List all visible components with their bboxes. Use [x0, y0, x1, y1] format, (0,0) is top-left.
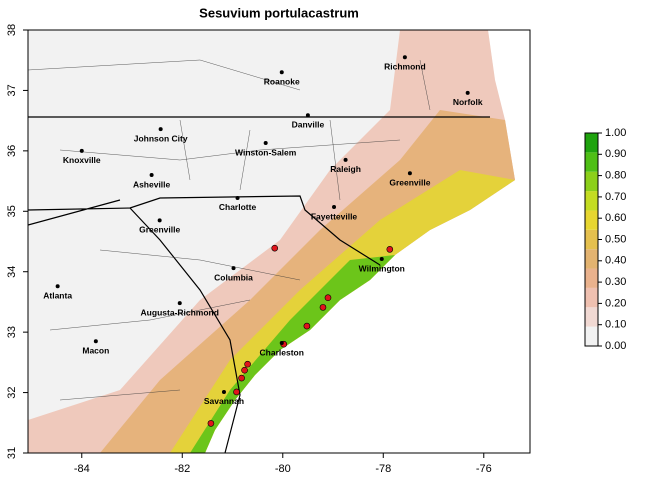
x-tick-label: -76 [476, 463, 492, 475]
city-dot [305, 113, 310, 118]
occurrence-point [241, 366, 248, 374]
city-label: Charleston [260, 347, 304, 357]
colorbar-step [585, 229, 598, 250]
x-tick-label: -84 [74, 463, 90, 475]
colorbar-step [585, 326, 598, 346]
city-dot [221, 389, 226, 394]
occurrence-point [233, 388, 240, 396]
colorbar-step [585, 191, 598, 211]
city-dot [177, 301, 182, 306]
city-label: Winston-Salem [235, 147, 297, 157]
city-dot [231, 266, 236, 271]
occurrence-point [244, 360, 251, 368]
colorbar-step [585, 152, 598, 172]
city-dot [235, 195, 240, 200]
colorbar-tick-label: 0.20 [605, 297, 626, 309]
county-lines [28, 59, 431, 401]
plot-frame [27, 29, 531, 454]
city-label: Charlotte [219, 202, 257, 212]
suitability-raster [28, 30, 515, 453]
city-label: Roanoke [264, 77, 300, 87]
state-border [28, 116, 490, 453]
y-tick-label: 37 [6, 84, 18, 96]
occurrence-point [386, 246, 394, 253]
city-dot [55, 284, 60, 289]
y-tick-label: 35 [6, 205, 18, 217]
y-tick-label: 34 [6, 266, 18, 278]
city-dot [263, 141, 268, 146]
band-mid [100, 110, 515, 453]
city-label: Macon [82, 345, 109, 355]
city-label: Fayetteville [311, 211, 358, 221]
city-label: Atlanta [43, 290, 72, 300]
band-top [190, 255, 395, 453]
city-dot [402, 55, 407, 60]
colorbar-tick-label: 0.00 [605, 340, 626, 352]
city-dot [149, 173, 154, 178]
city-label: Johnson City [134, 133, 188, 143]
city-dot [332, 205, 337, 210]
colorbar-tick-label: 0.60 [605, 212, 626, 224]
city-dot [157, 218, 162, 223]
city-label: Asheville [133, 179, 171, 189]
city-label: Norfolk [453, 97, 483, 107]
city-dot [407, 171, 412, 176]
y-tick-label: 33 [6, 326, 18, 338]
colorbar-tick-label: 0.50 [605, 233, 626, 245]
city-label: Augusta-Richmond [141, 307, 219, 317]
city-label: Knoxville [63, 155, 101, 165]
colorbar-tick-label: 0.90 [605, 148, 626, 160]
colorbar-step [585, 249, 598, 269]
y-tick-label: 32 [6, 386, 18, 398]
colorbar-step [585, 268, 598, 288]
city-dot [279, 70, 284, 75]
y-tick-label: 36 [6, 145, 18, 157]
colorbar-tick-label: 0.70 [605, 191, 626, 203]
occurrence-point [303, 322, 311, 330]
occurrence-point [207, 420, 215, 427]
city-dot [465, 90, 470, 95]
colorbar-step [585, 133, 598, 153]
occurrence-point [238, 374, 245, 382]
city-dot [158, 127, 163, 132]
city-dot [343, 157, 348, 162]
city-dot [379, 257, 384, 262]
x-tick-label: -80 [275, 463, 291, 475]
band-high [170, 170, 515, 453]
x-tick-label: -78 [375, 463, 391, 475]
city-dot [279, 341, 284, 346]
y-tick-label: 38 [6, 24, 18, 36]
colorbar-tick-label: 1.00 [605, 127, 626, 139]
y-tick-label: 31 [6, 447, 18, 459]
colorbar-tick-label: 0.80 [605, 170, 626, 182]
map-title: Sesuvium portulacastrum [199, 5, 359, 20]
colorbar-tick-label: 0.40 [605, 255, 626, 267]
city-label: Greenville [389, 177, 430, 187]
colorbar-tick-label: 0.10 [605, 319, 626, 331]
city-label: Savannah [204, 396, 244, 406]
city-label: Greenville [139, 225, 180, 235]
colorbar-step [585, 210, 598, 230]
city-label: Wilmington [359, 263, 405, 273]
band-low [28, 30, 515, 453]
colorbar-tick-label: 0.30 [605, 276, 626, 288]
colorbar-step [585, 171, 598, 192]
occurrence-point [319, 304, 327, 311]
city-dot [93, 339, 98, 344]
occurrence-point [324, 294, 332, 301]
city-label: Danville [292, 119, 325, 129]
city-dot [79, 148, 84, 153]
city-label: Columbia [214, 272, 253, 282]
occurrence-point [271, 244, 279, 252]
city-label: Richmond [384, 61, 426, 71]
city-label: Raleigh [330, 164, 361, 174]
x-tick-label: -82 [174, 463, 190, 475]
colorbar-step [585, 307, 598, 327]
colorbar-step [585, 287, 598, 308]
